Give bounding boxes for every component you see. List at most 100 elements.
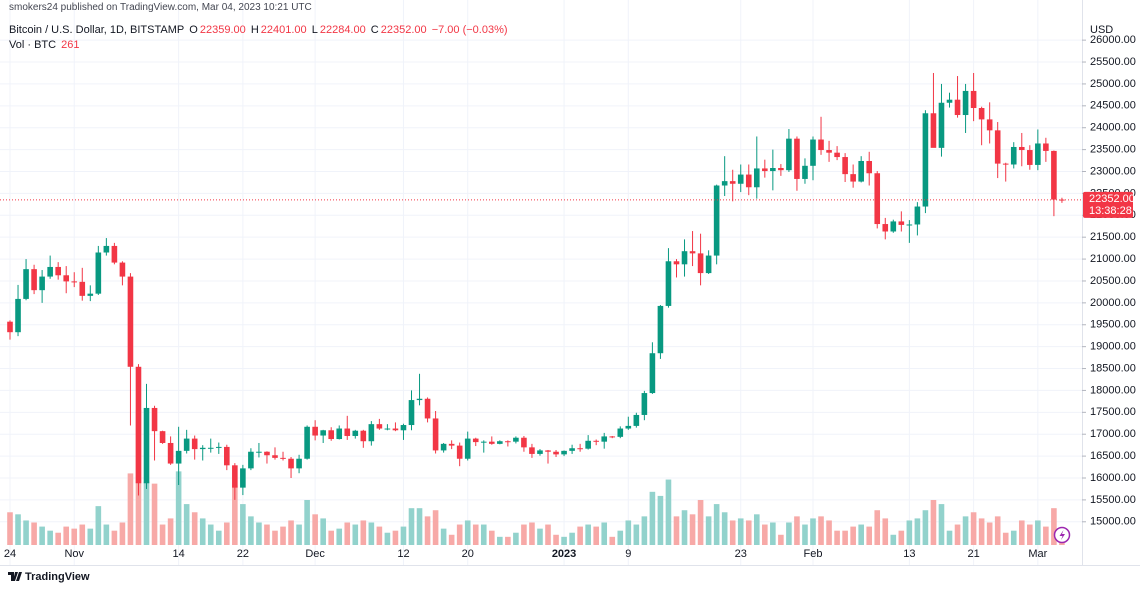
alert-icon[interactable]	[1053, 526, 1071, 544]
volume-bar	[946, 530, 953, 545]
candle-body	[673, 261, 680, 265]
volume-bar	[593, 526, 599, 545]
volume-bar	[866, 526, 873, 545]
x-tick-label: 2023	[552, 548, 576, 560]
candle-body	[593, 440, 599, 442]
volume-bar	[47, 530, 53, 545]
volume-bar	[151, 483, 158, 545]
candle-body	[111, 245, 118, 263]
y-tick-label: 24000.00	[1090, 122, 1136, 134]
volume-bar	[1043, 526, 1049, 545]
volume-bar	[922, 510, 929, 545]
volume-bar	[882, 518, 889, 545]
candle-body	[489, 441, 495, 444]
candle-body	[818, 139, 824, 151]
volume-bar	[994, 516, 1001, 545]
volume-bar	[617, 530, 624, 545]
volume-bar	[432, 510, 439, 545]
candle-body	[834, 152, 840, 158]
candle-body	[127, 276, 134, 367]
candle-body	[810, 139, 816, 166]
candle-body	[649, 353, 656, 394]
volume-bar	[248, 516, 254, 545]
candle-body	[561, 450, 567, 455]
candle-body	[842, 157, 848, 175]
candle-body	[47, 266, 53, 277]
volume-bar	[167, 518, 174, 545]
x-tick-label: Dec	[305, 548, 325, 560]
ohlc-label: H	[250, 24, 259, 36]
volume-bar	[39, 526, 45, 545]
candle-body	[232, 465, 238, 488]
volume-bar	[1002, 532, 1009, 545]
volume-bar	[705, 516, 712, 545]
candle-body	[312, 426, 318, 436]
candle-body	[135, 366, 142, 484]
candle-body	[721, 181, 728, 186]
candle-body	[1051, 150, 1057, 200]
volume-bar	[505, 536, 511, 545]
ohlc-label: C	[370, 24, 379, 36]
volume-bar	[15, 514, 21, 545]
candle-body	[569, 448, 575, 451]
volume-bar	[95, 506, 102, 545]
volume-bar	[489, 530, 495, 545]
candle-body	[159, 431, 166, 443]
y-tick-label: 19500.00	[1090, 319, 1136, 331]
candle-body	[71, 281, 78, 283]
y-tick-label: 19000.00	[1090, 341, 1136, 353]
volume-bar	[159, 524, 166, 545]
candle-body	[440, 443, 447, 451]
candle-body	[368, 424, 375, 442]
y-tick-label: 26000.00	[1090, 34, 1136, 46]
candle-body	[601, 436, 608, 442]
volume-bar	[256, 522, 262, 545]
candle-body	[898, 221, 905, 225]
candle-body	[63, 275, 70, 282]
volume-bar	[826, 520, 832, 545]
candle-body	[537, 450, 543, 454]
candle-body	[87, 293, 94, 296]
volume-bar	[810, 518, 816, 545]
candle-body	[930, 113, 937, 148]
volume-bar	[368, 522, 375, 545]
candle-body	[577, 448, 583, 450]
candle-body	[1059, 199, 1065, 201]
volume-bar	[440, 528, 447, 545]
volume-bar	[304, 500, 310, 545]
candle-body	[472, 438, 479, 443]
candle-body	[464, 438, 471, 459]
publisher: smokers24 published on TradingView.com, …	[9, 2, 312, 13]
volume-bar	[240, 504, 246, 545]
candle-body	[480, 441, 487, 443]
volume-bar	[360, 520, 367, 545]
y-tick-label: 20500.00	[1090, 275, 1136, 287]
candle-body	[641, 393, 648, 415]
candle-body	[1035, 143, 1041, 165]
candle-body	[617, 428, 624, 437]
x-tick-label: Mar	[1028, 548, 1047, 560]
volume-bar	[119, 522, 126, 545]
candle-body	[304, 426, 310, 459]
volume-bar	[641, 516, 648, 545]
candle-body	[505, 441, 511, 443]
volume-label: Vol · BTC	[9, 39, 57, 51]
volume-bar	[834, 530, 840, 545]
candle-body	[657, 305, 664, 354]
volume-bar	[1059, 542, 1065, 545]
volume-bar	[79, 524, 86, 545]
candle-body	[938, 102, 945, 148]
candle-body	[456, 445, 463, 459]
volume-bar	[296, 524, 302, 545]
x-tick-label: Feb	[804, 548, 823, 560]
y-tick-label: 25000.00	[1090, 78, 1136, 90]
candle-body	[689, 251, 696, 254]
volume-bar	[464, 520, 471, 545]
volume-bar	[376, 526, 383, 545]
volume-bar	[191, 512, 198, 545]
volume-bar	[424, 516, 431, 545]
candle-body	[866, 160, 873, 174]
volume-bar	[762, 524, 768, 545]
brand-logo: TradingView	[8, 571, 90, 583]
